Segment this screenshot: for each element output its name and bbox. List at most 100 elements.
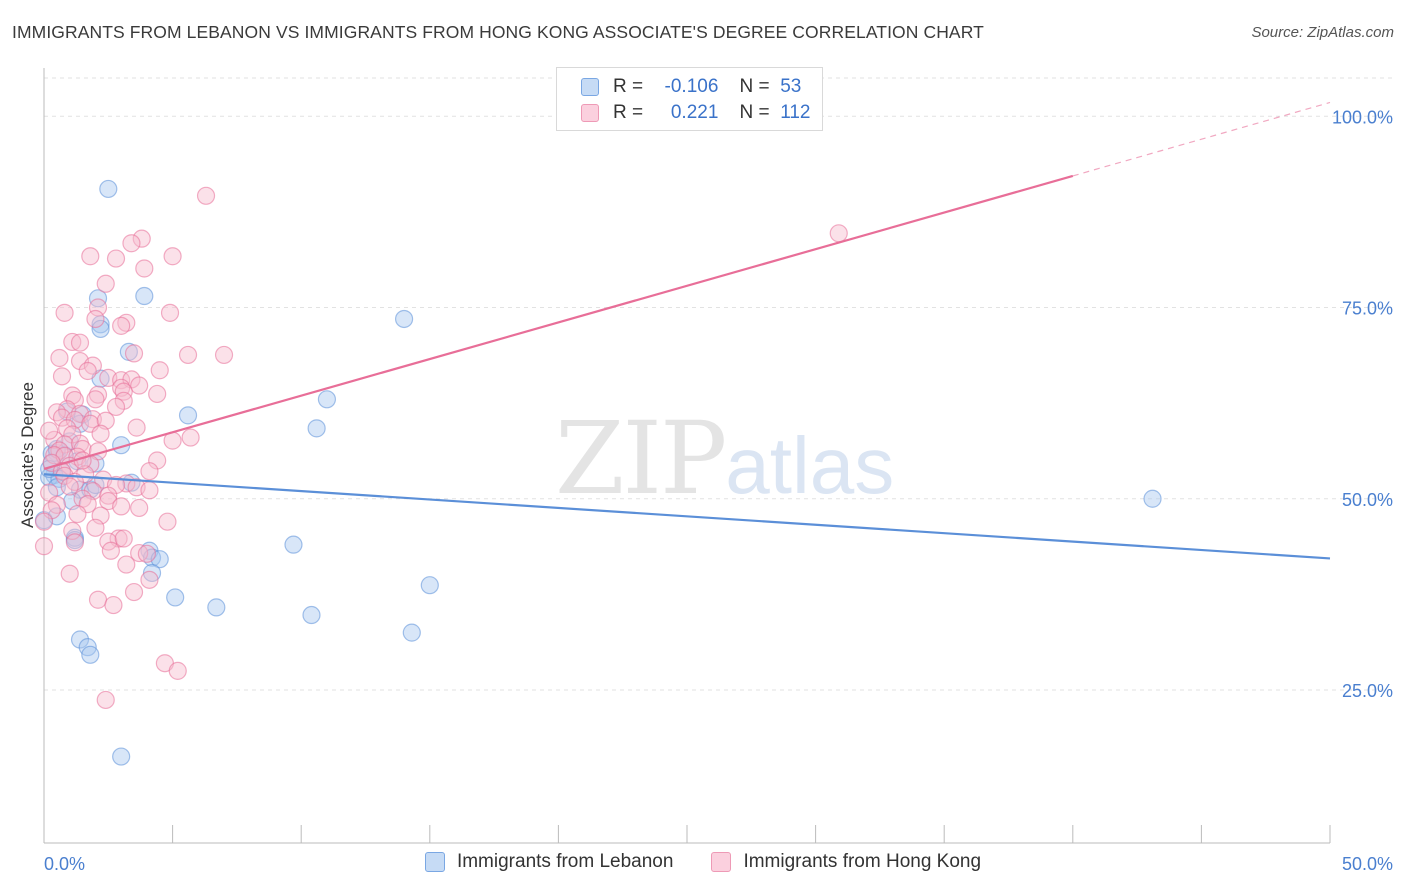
point-hongkong [86,518,105,537]
legend-r-value-lebanon: -0.106 [664,76,719,97]
point-lebanon [207,598,226,617]
point-hongkong [140,481,159,500]
point-hongkong [130,376,149,395]
y-axis-label: Associate's Degree [18,382,37,528]
point-hongkong [130,498,149,518]
point-hongkong [101,541,120,560]
point-lebanon [99,179,118,199]
point-hongkong [150,361,169,380]
watermark-zip: ZIP [555,400,727,517]
point-lebanon [394,309,414,329]
point-hongkong [60,477,79,496]
point-lebanon [135,286,154,306]
point-hongkong [55,303,74,322]
watermark-atlas: atlas [725,421,895,510]
point-hongkong [96,274,115,293]
point-lebanon [317,390,337,409]
point-hongkong [47,403,66,422]
point-hongkong [68,504,87,524]
point-hongkong [34,512,54,531]
series-label-lebanon: Immigrants from Lebanon [456,851,674,872]
point-lebanon [70,630,90,649]
point-hongkong [112,316,131,335]
point-hongkong [117,313,136,332]
point-hongkong [60,564,79,583]
point-hongkong [104,595,123,615]
point-hongkong [135,259,154,278]
point-hongkong [130,543,149,563]
trendline-hongkong [43,174,1074,470]
point-lebanon [81,645,100,664]
point-lebanon [284,535,303,554]
point-hongkong [86,309,105,329]
point-lebanon [178,406,198,425]
legend-n-value-hongkong: 112 [780,102,811,123]
x-tick-label: 0.0% [44,854,85,874]
point-hongkong [83,356,102,375]
point-hongkong [50,348,69,368]
point-lebanon [302,605,321,625]
point-hongkong [45,430,64,449]
point-hongkong [40,421,59,440]
point-hongkong [112,371,131,390]
point-hongkong [106,397,126,417]
legend-row-hongkong: R = 0.221 N = 112 [581,100,810,126]
legend-row-lebanon: R = -0.106 N = 53 [581,74,801,100]
legend-n-value-lebanon: 53 [780,76,802,97]
legend-swatch-lebanon [581,78,599,96]
point-hongkong [96,690,115,710]
series-label-hongkong: Immigrants from Hong Kong [743,851,982,872]
legend-r-value-hongkong: 0.221 [670,102,719,123]
point-hongkong [140,462,159,481]
point-hongkong [124,344,144,363]
point-hongkong [34,537,54,556]
point-hongkong [63,425,82,444]
point-hongkong [81,247,100,266]
point-hongkong [70,333,90,352]
point-hongkong [65,390,84,410]
point-lebanon [1143,489,1162,508]
point-hongkong [127,418,146,437]
series-legend-lebanon[interactable]: Immigrants from Lebanon [424,851,674,873]
trendline-lebanon [43,473,1331,560]
point-hongkong [196,186,216,205]
point-hongkong [76,465,95,484]
point-lebanon [420,576,439,595]
point-hongkong [114,529,133,548]
point-hongkong [158,512,177,531]
x-tick-label: 50.0% [1342,854,1393,874]
point-hongkong [137,544,156,563]
point-hongkong [124,582,144,602]
y-tick-label: 50.0% [1342,490,1393,510]
y-tick-label: 25.0% [1342,681,1393,701]
point-hongkong [140,570,159,589]
point-hongkong [214,345,234,365]
point-hongkong [181,428,200,447]
legend-swatch-hongkong [581,104,599,122]
point-hongkong [52,367,72,386]
point-hongkong [88,590,108,609]
point-hongkong [86,390,105,409]
point-hongkong [91,424,110,443]
watermark: ZIPatlas [555,400,894,517]
series-legend-hongkong[interactable]: Immigrants from Hong Kong [711,851,981,873]
y-tick-label: 100.0% [1332,107,1393,127]
point-hongkong [163,247,182,266]
point-hongkong [78,361,97,381]
point-hongkong [122,234,141,253]
point-hongkong [148,384,167,404]
point-hongkong [106,249,126,268]
point-hongkong [65,533,84,552]
legend-r-label: R = [613,76,644,97]
point-hongkong [160,303,180,322]
point-hongkong [117,555,136,574]
stats-legend: R = -0.106 N = 53 R = 0.221 N = 112 [556,67,823,131]
point-hongkong [47,495,66,514]
series-swatch-lebanon [424,852,445,872]
point-hongkong [178,345,198,365]
point-hongkong [132,229,151,248]
point-lebanon [112,747,131,766]
series-swatch-hongkong [711,852,732,872]
point-hongkong [63,332,82,352]
